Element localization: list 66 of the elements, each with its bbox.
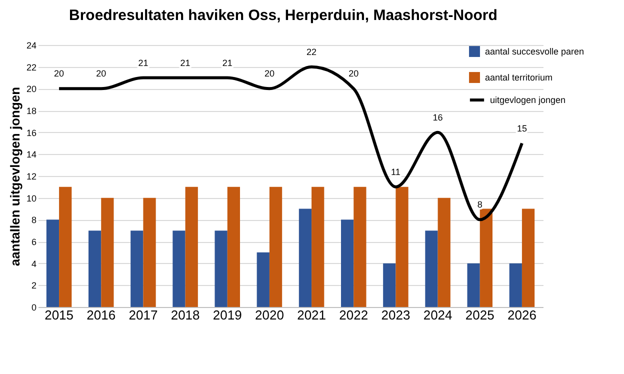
data-label: 22 — [306, 46, 317, 57]
bar — [383, 263, 396, 307]
chart-title: Broedresultaten haviken Oss, Herperduin, Maashorst-Noord — [68, 7, 498, 24]
y-tick-label: 14 — [26, 150, 36, 160]
bar — [269, 186, 282, 307]
bar — [312, 186, 324, 307]
x-tick-label: 2017 — [128, 308, 158, 322]
bar — [256, 252, 270, 307]
y-tick-label: 2 — [31, 280, 36, 291]
y-tick-label: 16 — [26, 128, 36, 138]
y-tick-label: 18 — [26, 106, 36, 116]
x-tick-label: 2026 — [507, 308, 536, 322]
bar — [185, 186, 198, 307]
data-label: 15 — [516, 123, 527, 134]
x-tick-label: 2022 — [339, 308, 368, 322]
x-tick-label: 2019 — [212, 308, 242, 322]
data-label: 21 — [222, 58, 232, 68]
data-label: 21 — [138, 58, 148, 68]
legend-label: aantal succesvolle paren — [485, 46, 584, 56]
bar — [227, 186, 240, 307]
y-tick-label: 10 — [26, 193, 36, 204]
y-axis-title: aantallen uitgevlogen jongen — [7, 86, 22, 266]
bar — [438, 198, 450, 307]
legend-label: aantal territorium — [485, 72, 553, 82]
bar — [354, 186, 366, 307]
x-tick-label: 2015 — [44, 308, 74, 322]
bar — [467, 263, 480, 307]
bar — [46, 220, 60, 307]
x-tick-label: 2018 — [170, 308, 200, 322]
x-tick-label: 2023 — [381, 308, 410, 322]
bar — [522, 208, 535, 307]
y-tick-label: 22 — [26, 62, 36, 72]
bar — [425, 230, 438, 307]
data-label: 16 — [432, 112, 443, 122]
bar — [480, 208, 492, 307]
bar — [298, 208, 312, 307]
y-tick-label: 0 — [31, 302, 36, 312]
bar — [130, 230, 144, 307]
bar — [396, 186, 408, 307]
data-label: 21 — [180, 58, 190, 68]
data-label: 20 — [264, 68, 274, 79]
bar — [88, 230, 102, 307]
data-label: 8 — [477, 200, 482, 210]
y-tick-label: 24 — [26, 40, 36, 50]
bar — [143, 198, 156, 307]
bar — [172, 230, 186, 307]
data-label: 20 — [54, 68, 64, 79]
y-tick-label: 4 — [31, 258, 36, 269]
data-label: 11 — [391, 166, 400, 177]
x-tick-label: 2025 — [465, 308, 494, 322]
y-tick-label: 8 — [31, 215, 36, 226]
bar — [101, 198, 114, 307]
legend-label: uitgevlogen jongen — [490, 95, 566, 105]
y-tick-label: 20 — [26, 84, 36, 94]
y-tick-label: 6 — [31, 237, 36, 247]
x-tick-label: 2021 — [297, 308, 326, 322]
bar — [509, 263, 522, 307]
x-tick-label: 2020 — [254, 308, 284, 322]
data-label: 20 — [348, 68, 359, 79]
x-tick-label: 2016 — [86, 308, 116, 322]
bar — [214, 230, 228, 307]
x-tick-label: 2024 — [423, 308, 452, 322]
data-label: 20 — [96, 68, 106, 79]
y-tick-label: 12 — [26, 172, 36, 182]
bar — [341, 220, 354, 307]
bar — [59, 186, 72, 307]
